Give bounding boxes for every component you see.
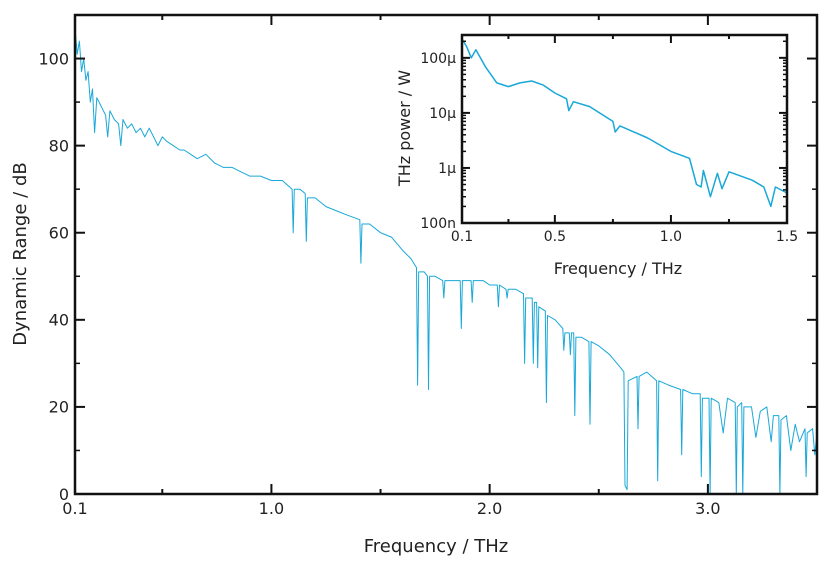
- x-tick-label: 0.1: [451, 229, 473, 245]
- series-line: [461, 38, 788, 208]
- y-tick-label: 100n: [420, 216, 456, 232]
- y-tick-label: 80: [49, 136, 69, 155]
- y-tick-label: 60: [49, 223, 69, 242]
- x-tick-label: 1.0: [259, 499, 284, 518]
- inset-plot: 0.1 0.5 1.0 1.5 100n 1µ 10µ 100µ: [420, 33, 798, 245]
- y-tick-label: 0: [59, 485, 69, 504]
- y-tick-label: 40: [49, 311, 69, 330]
- x-tick-label: 0.5: [544, 229, 566, 245]
- plot-frame: [73, 13, 819, 496]
- y-tick-label: 100: [38, 49, 69, 68]
- inset-y-axis-label: THz power / W: [395, 70, 414, 187]
- x-tick-label: 3.0: [695, 499, 720, 518]
- inset-background: [462, 35, 787, 223]
- main-x-axis-label: Frequency / THz: [364, 536, 508, 557]
- inset-x-axis-label: Frequency / THz: [554, 259, 682, 278]
- y-tick-label: 1µ: [438, 161, 456, 177]
- x-tick-label: 0.1: [62, 499, 87, 518]
- series-line: [74, 28, 818, 495]
- y-tick-label: 100µ: [420, 51, 456, 67]
- y-tick-label: 10µ: [429, 106, 456, 122]
- main-plot: 0.1 1.0 2.0 3.0 0 20 40 60 80 100: [38, 13, 819, 518]
- main-y-axis-label: Dynamic Range / dB: [10, 162, 31, 345]
- x-tick-label: 1.0: [660, 229, 682, 245]
- y-tick-label: 20: [49, 398, 69, 417]
- x-tick-label: 2.0: [477, 499, 502, 518]
- x-tick-label: 1.5: [776, 229, 798, 245]
